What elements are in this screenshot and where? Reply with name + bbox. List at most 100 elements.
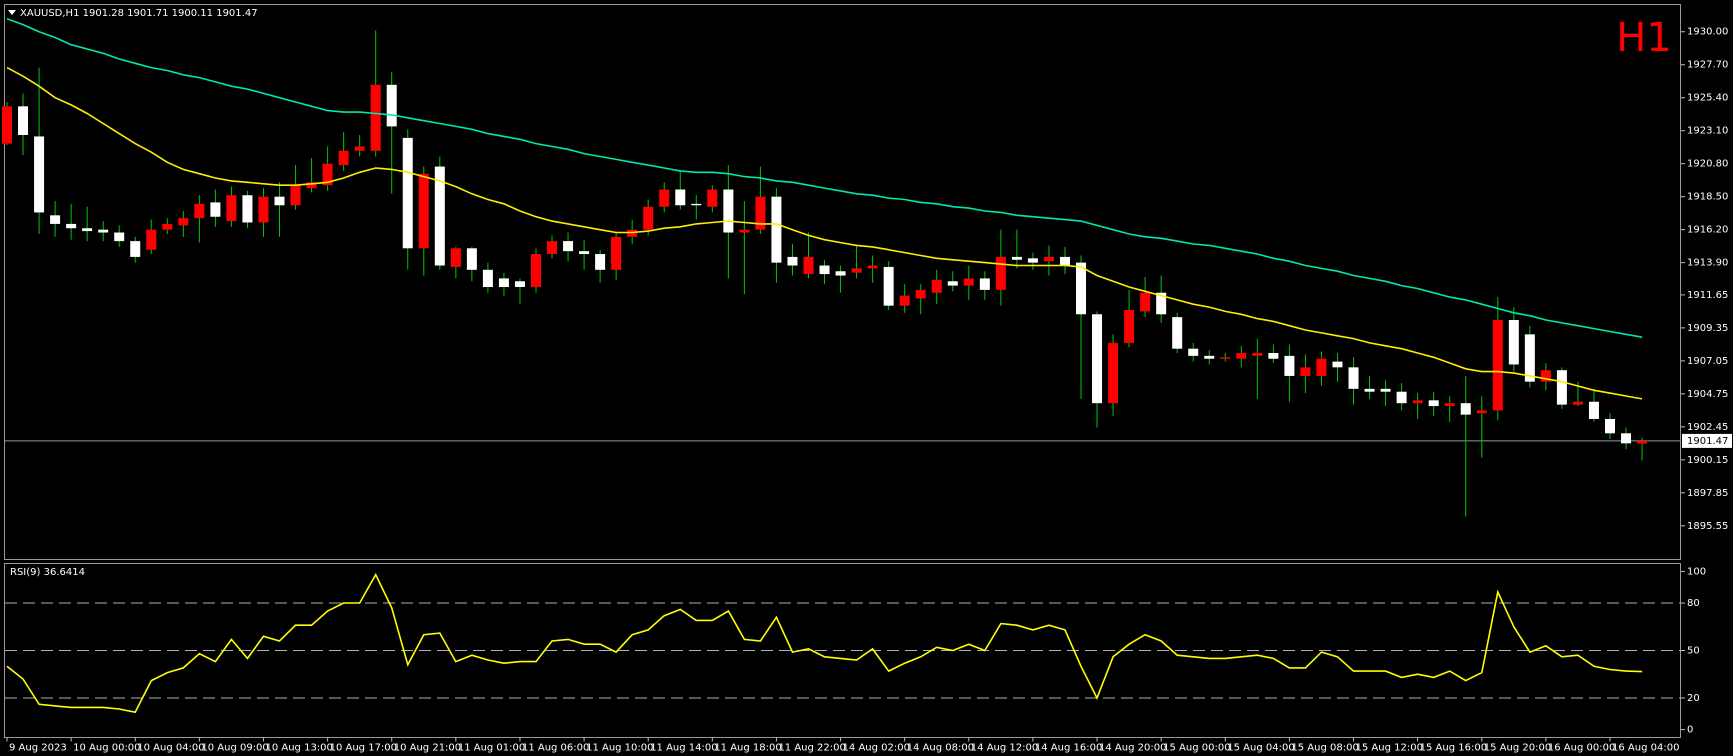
price-label: 1901.47	[1687, 436, 1728, 447]
candle-body	[691, 203, 702, 206]
candle-body	[50, 215, 61, 224]
candle-body	[1428, 400, 1439, 407]
candle-body	[18, 106, 29, 136]
candle-body	[1444, 403, 1455, 407]
price-label-box	[1682, 433, 1732, 448]
y-tick-label: 1930.00	[1687, 27, 1728, 38]
y-tick-label: 1911.65	[1687, 290, 1728, 301]
menu-triangle[interactable]	[8, 10, 16, 15]
y-tick-label: 1897.85	[1687, 488, 1728, 499]
candle-body	[530, 254, 541, 288]
candle-body	[659, 189, 670, 207]
candle-body	[787, 256, 798, 266]
y-tick-label: 50	[1687, 646, 1700, 657]
chart-title: XAUUSD,H1 1901.28 1901.71 1900.11 1901.4…	[20, 8, 258, 19]
y-tick-label: 0	[1687, 725, 1693, 736]
y-tick-label: 1900.15	[1687, 455, 1728, 466]
candle-body	[963, 278, 974, 286]
x-tick-label: 16 Aug 00:00	[1548, 743, 1615, 754]
rsi-title: RSI(9) 36.6414	[10, 567, 85, 578]
candle-body	[563, 241, 574, 252]
candle-body	[82, 228, 93, 232]
candle-body	[643, 206, 654, 230]
x-tick-label: 10 Aug 09:00	[201, 743, 268, 754]
candle-body	[547, 241, 558, 255]
candle-body	[1637, 440, 1648, 444]
candle-body	[466, 248, 477, 270]
candle-body	[851, 268, 862, 273]
x-tick-label: 14 Aug 02:00	[843, 743, 910, 754]
candle-body	[514, 281, 525, 288]
y-tick-label: 1895.55	[1687, 521, 1728, 532]
candle-body	[611, 236, 622, 270]
candle-body	[1252, 352, 1263, 356]
x-tick-label: 15 Aug 04:00	[1227, 743, 1294, 754]
candle-body	[98, 229, 109, 233]
x-tick-label: 15 Aug 16:00	[1420, 743, 1487, 754]
candle-body	[1380, 388, 1391, 392]
candle-body	[835, 271, 846, 276]
y-tick-label: 1927.70	[1687, 60, 1728, 71]
candle-body	[1188, 348, 1199, 356]
candle-body	[755, 196, 766, 230]
candle-body	[1364, 388, 1375, 392]
y-tick-label: 100	[1687, 566, 1706, 577]
y-tick-label: 1918.50	[1687, 192, 1728, 203]
candle-body	[1027, 258, 1038, 263]
x-tick-label: 10 Aug 04:00	[137, 743, 204, 754]
candle-body	[450, 248, 461, 267]
candle-body	[1572, 401, 1583, 405]
candle-body	[1412, 400, 1423, 404]
candle-body	[995, 256, 1006, 290]
candle-body	[370, 84, 381, 151]
candle-body	[1300, 367, 1311, 376]
moving-average-line	[6, 66, 1643, 400]
candle-body	[274, 196, 285, 206]
candle-body	[322, 163, 333, 186]
y-tick-label: 1925.40	[1687, 93, 1728, 104]
candle-body	[1011, 256, 1022, 260]
candle-body	[498, 278, 509, 288]
y-tick-label: 1909.35	[1687, 323, 1728, 334]
candle-body	[915, 289, 926, 299]
candle-body	[1268, 352, 1279, 359]
moving-average-line	[6, 18, 1643, 338]
candle-body	[899, 295, 910, 306]
candle-body	[146, 229, 157, 250]
candle-body	[1059, 256, 1070, 266]
candle-body	[1092, 314, 1103, 404]
candle-body	[1396, 391, 1407, 404]
x-tick-label: 15 Aug 20:00	[1484, 743, 1551, 754]
x-tick-label: 14 Aug 20:00	[1099, 743, 1166, 754]
x-tick-label: 11 Aug 18:00	[714, 743, 781, 754]
candle-body	[402, 137, 413, 249]
candle-body	[1140, 292, 1151, 312]
candle-body	[258, 196, 269, 223]
x-tick-label: 16 Aug 04:00	[1612, 743, 1679, 754]
candle-body	[579, 251, 590, 255]
candle-body	[1043, 256, 1054, 262]
price-panel-frame	[4, 4, 1681, 560]
rsi-line	[6, 572, 1643, 714]
candle-body	[1460, 403, 1471, 415]
candle-body	[482, 269, 493, 288]
candle-body	[210, 202, 221, 217]
y-tick-label: 1923.10	[1687, 126, 1728, 137]
y-tick-label: 20	[1687, 693, 1700, 704]
candle-body	[386, 84, 397, 127]
candle-body	[226, 195, 237, 222]
candle-body	[1236, 352, 1247, 359]
y-tick-label: 1913.90	[1687, 258, 1728, 269]
candle-body	[883, 266, 894, 306]
candle-body	[130, 241, 141, 257]
candle-body	[306, 182, 317, 189]
candle-body	[771, 196, 782, 263]
candle-body	[1588, 401, 1599, 419]
candle-body	[1540, 370, 1551, 382]
x-tick-label: 10 Aug 00:00	[73, 743, 140, 754]
x-tick-label: 14 Aug 08:00	[907, 743, 974, 754]
candle-body	[1076, 262, 1087, 315]
